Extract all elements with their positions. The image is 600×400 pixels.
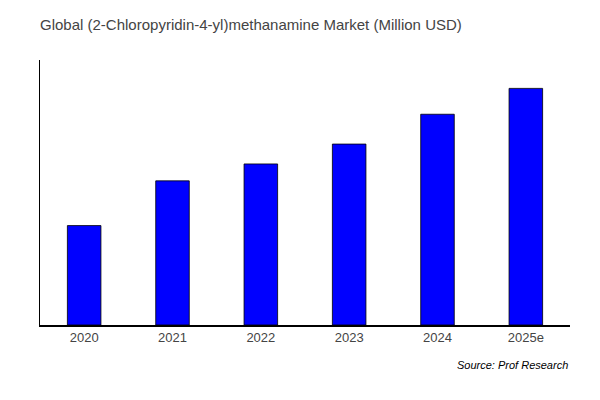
svg-text:2025e: 2025e <box>508 330 544 345</box>
svg-text:2021: 2021 <box>158 330 187 345</box>
svg-text:Source: Prof Research: Source: Prof Research <box>457 359 568 371</box>
svg-text:2022: 2022 <box>246 330 275 345</box>
svg-text:2024: 2024 <box>423 330 452 345</box>
svg-text:2020: 2020 <box>70 330 99 345</box>
svg-text:Global (2-Chloropyridin-4-yl)m: Global (2-Chloropyridin-4-yl)methanamine… <box>40 16 462 33</box>
svg-text:2023: 2023 <box>335 330 364 345</box>
